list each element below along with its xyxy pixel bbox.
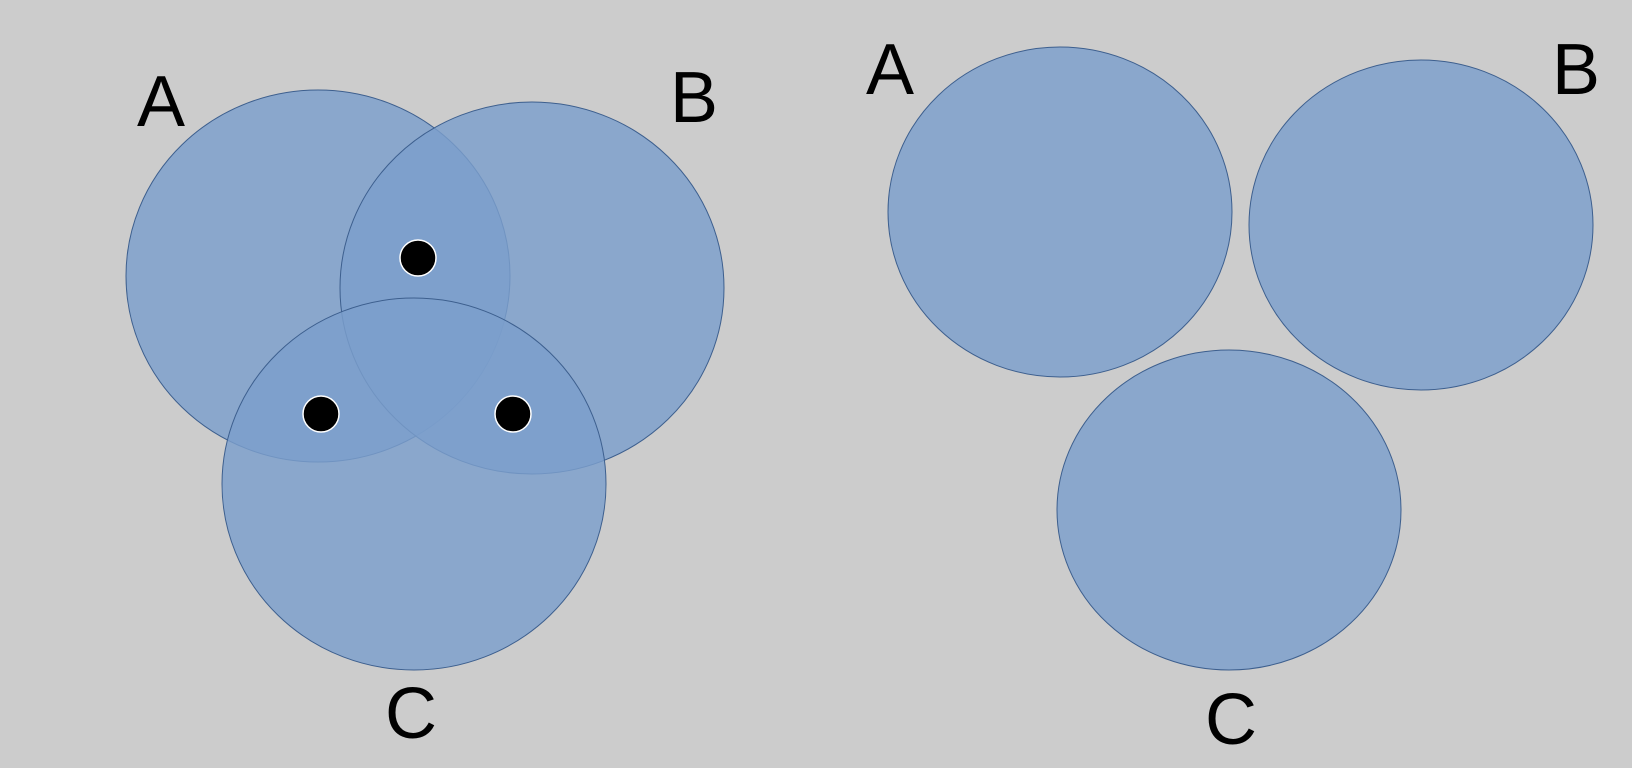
right-label-a: A — [866, 30, 914, 110]
left-label-b: B — [670, 58, 718, 138]
right-disjoint-diagram: A B C — [866, 30, 1600, 760]
left-label-c: C — [385, 674, 437, 754]
right-circle-a — [887, 46, 1233, 378]
dot-bc-intersection — [494, 395, 532, 433]
left-label-a: A — [137, 62, 185, 142]
right-circle-b — [1248, 59, 1594, 391]
right-circle-c — [1056, 349, 1402, 671]
right-label-c: C — [1205, 680, 1257, 760]
left-venn-diagram: A B C — [125, 58, 725, 754]
right-label-b: B — [1552, 30, 1600, 110]
left-circle-c — [221, 297, 607, 671]
dot-ac-intersection — [302, 395, 340, 433]
dot-ab-intersection — [399, 239, 437, 277]
